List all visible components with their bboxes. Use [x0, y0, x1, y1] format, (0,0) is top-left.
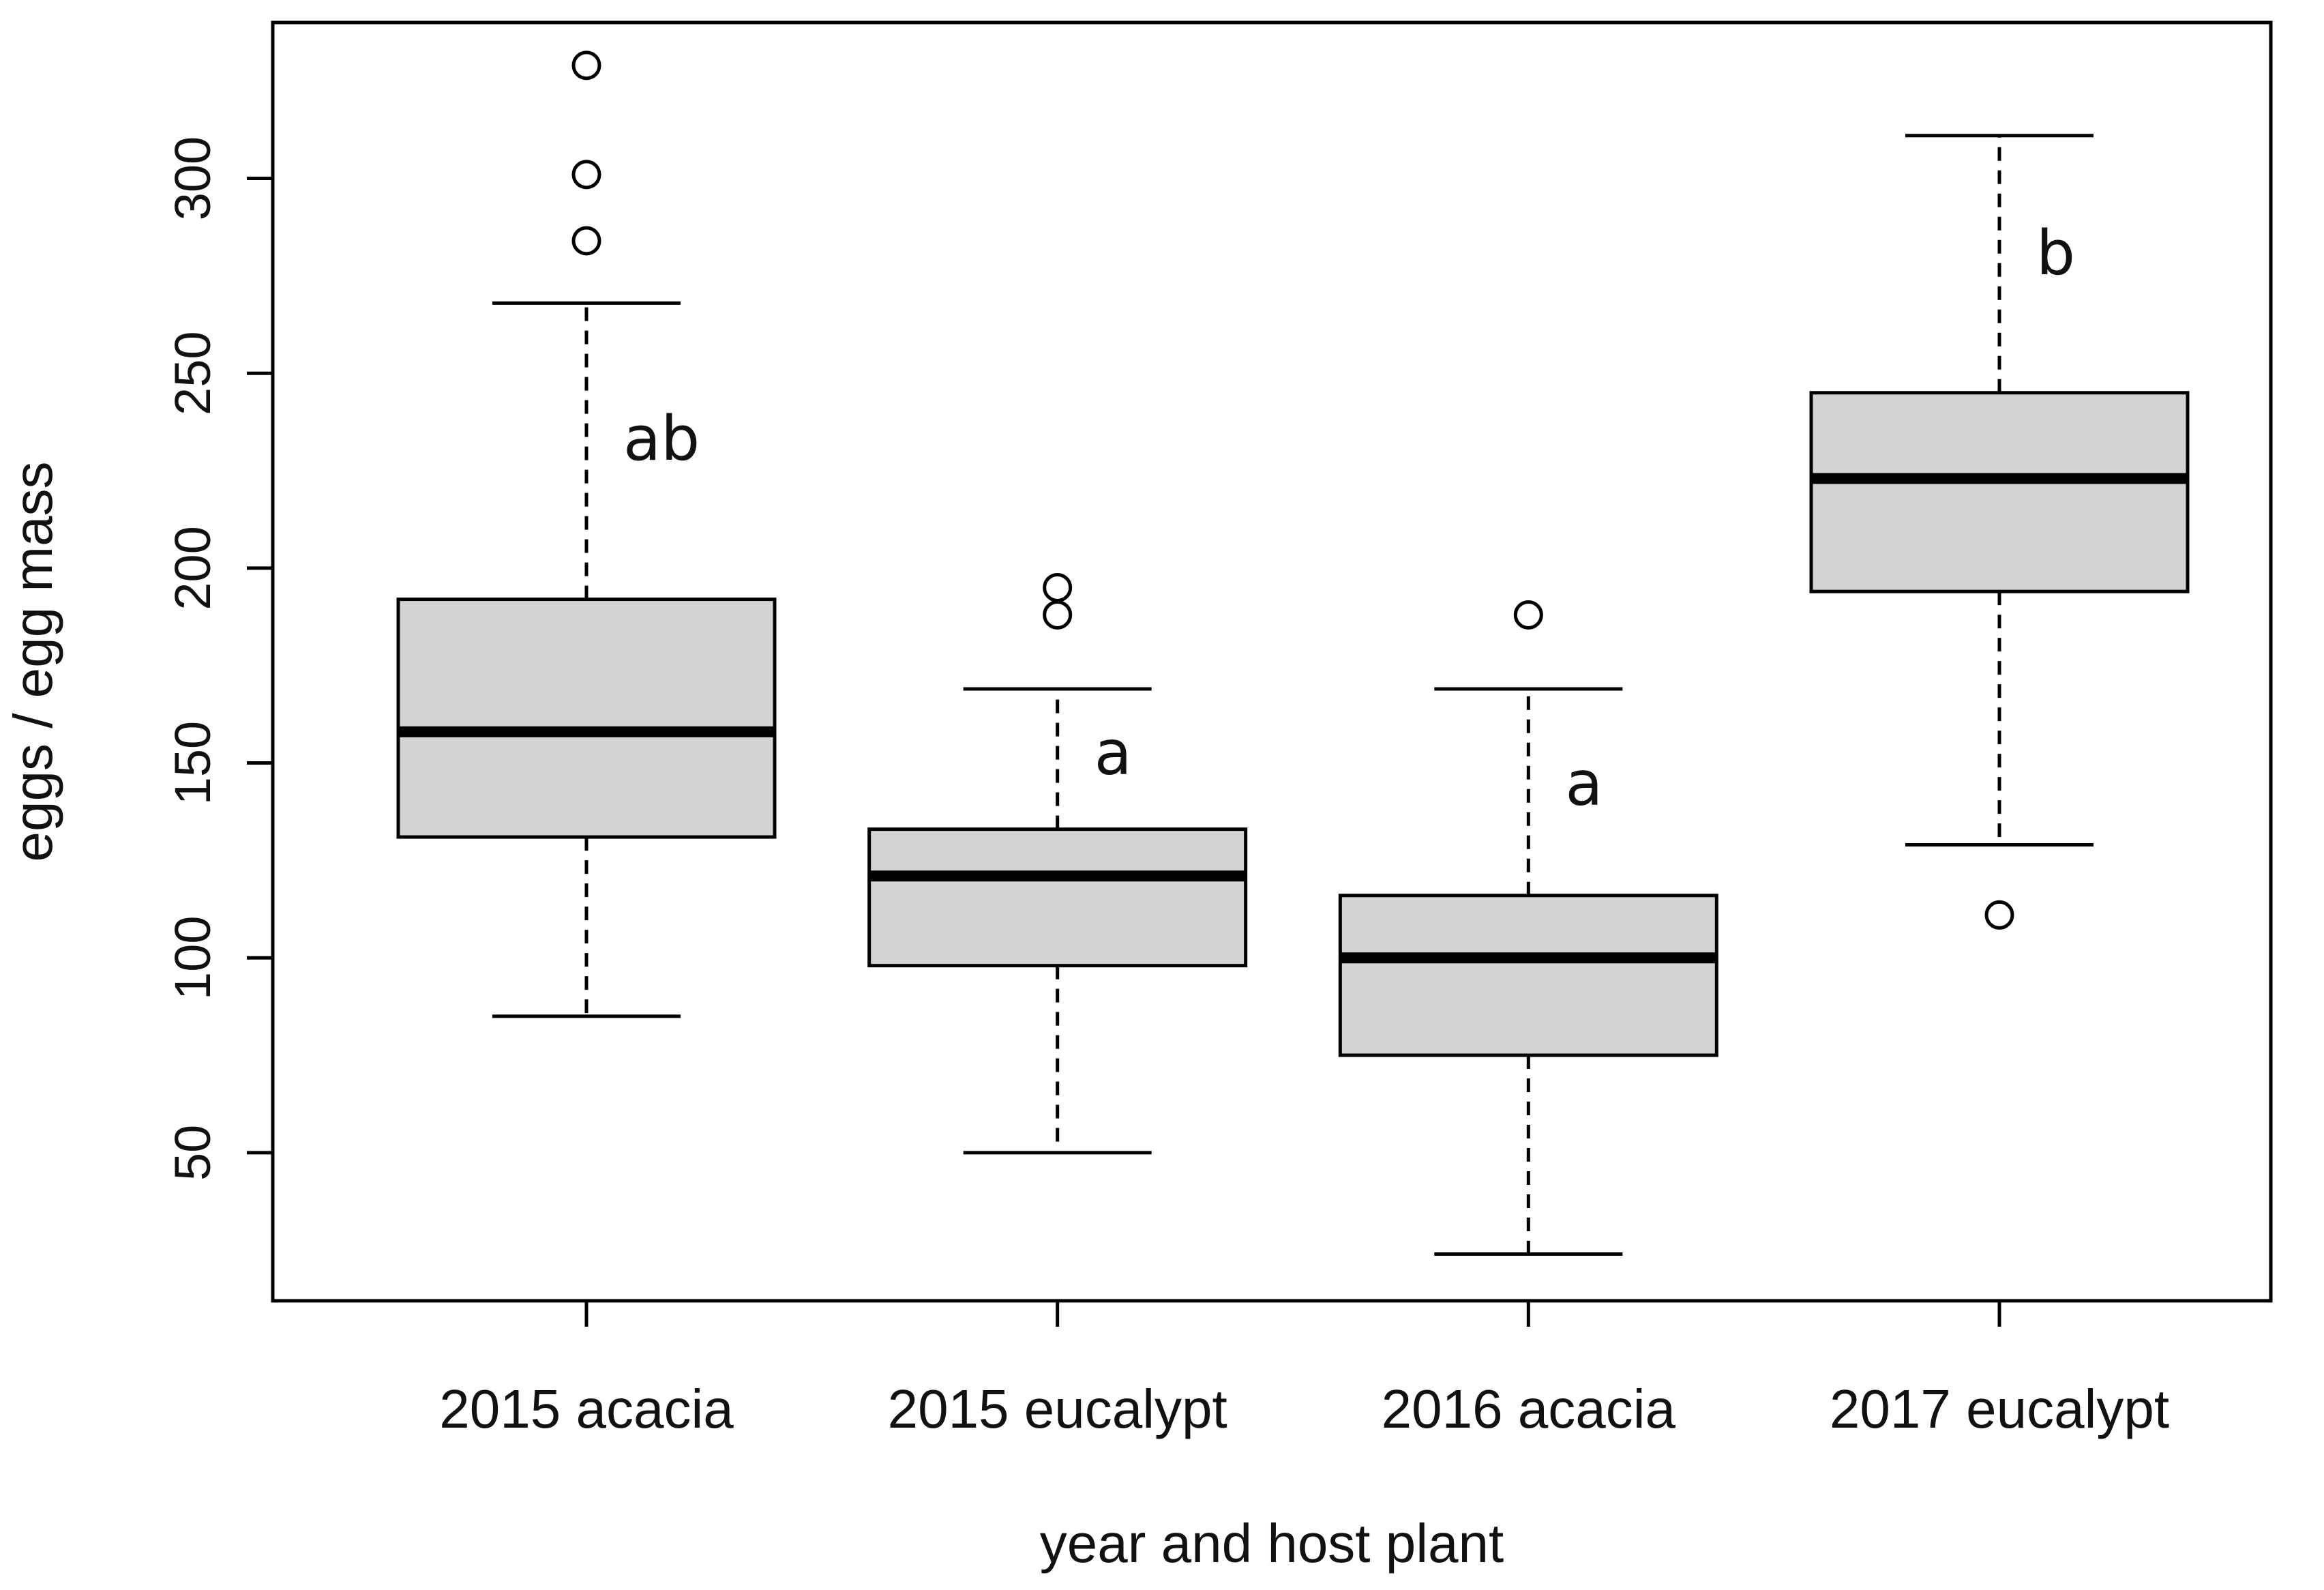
y-axis: 50 100 150 200 250 300 — [164, 136, 275, 1181]
y-tick-label: 150 — [164, 721, 221, 805]
outlier-point — [1043, 572, 1073, 602]
y-tick-label: 100 — [164, 915, 221, 999]
boxes-layer: aba ab — [396, 50, 2190, 1256]
significance-letter: a — [1094, 718, 1132, 789]
y-tick-label: 250 — [164, 331, 221, 415]
iqr-box — [396, 598, 777, 839]
box-group: b — [1809, 134, 2190, 930]
x-axis-title: year and host plant — [1040, 1513, 1504, 1574]
box-group: a — [867, 572, 1248, 1155]
outlier-point — [1513, 600, 1543, 630]
outlier-point — [571, 160, 601, 190]
y-tick-label: 300 — [164, 136, 221, 220]
x-tick-label: 2016 acacia — [1382, 1379, 1676, 1439]
y-axis-title: eggs / egg mass — [3, 462, 63, 862]
y-tick-label: 50 — [164, 1125, 221, 1181]
box-group: a — [1338, 600, 1718, 1256]
x-tick-label: 2017 eucalypt — [1830, 1379, 2169, 1439]
outlier-point — [571, 226, 601, 256]
x-tick-label: 2015 eucalypt — [888, 1379, 1227, 1439]
iqr-box — [1809, 391, 2190, 593]
x-axis: 2015 acacia 2015 eucalypt 2016 acacia 2017 … — [439, 1299, 2169, 1439]
x-tick-label: 2015 acacia — [439, 1379, 734, 1439]
y-tick-label: 200 — [164, 526, 221, 610]
significance-letter: b — [2036, 218, 2075, 289]
iqr-box — [867, 827, 1248, 968]
outlier-point — [571, 50, 601, 80]
box-group: ab — [396, 50, 777, 1018]
iqr-box — [1338, 894, 1718, 1057]
significance-letter: ab — [623, 403, 700, 475]
significance-letter: a — [1565, 748, 1603, 819]
outlier-point — [1984, 900, 2014, 930]
